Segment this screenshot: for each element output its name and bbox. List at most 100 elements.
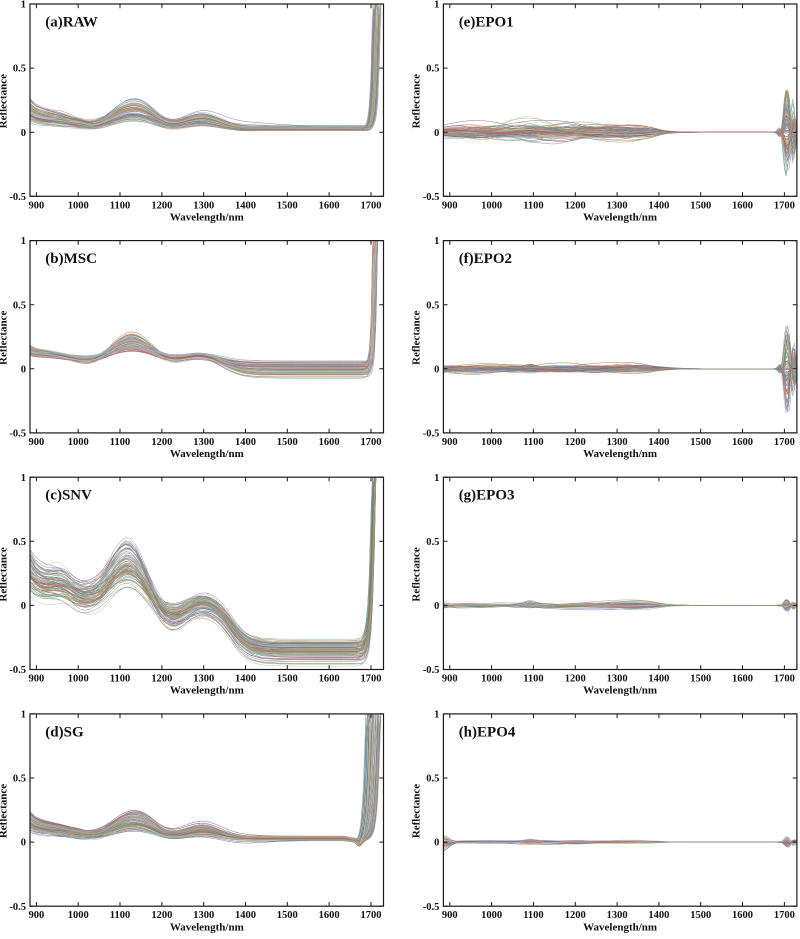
svg-text:1200: 1200 xyxy=(151,200,172,211)
svg-text:1200: 1200 xyxy=(151,910,172,921)
svg-text:1600: 1600 xyxy=(319,910,340,921)
svg-text:1600: 1600 xyxy=(732,200,753,211)
svg-text:1: 1 xyxy=(21,710,26,721)
svg-text:1600: 1600 xyxy=(732,674,753,685)
svg-text:1100: 1100 xyxy=(523,200,543,211)
svg-text:Wavelength/nm: Wavelength/nm xyxy=(583,921,657,933)
svg-text:1600: 1600 xyxy=(319,200,340,211)
svg-text:1200: 1200 xyxy=(151,437,172,448)
svg-text:1000: 1000 xyxy=(68,674,89,685)
svg-text:1100: 1100 xyxy=(110,200,130,211)
svg-text:1000: 1000 xyxy=(481,200,502,211)
svg-text:Reflectance: Reflectance xyxy=(0,547,9,601)
svg-text:1000: 1000 xyxy=(481,674,502,685)
svg-text:1500: 1500 xyxy=(690,200,711,211)
svg-text:1000: 1000 xyxy=(68,200,89,211)
svg-text:0.5: 0.5 xyxy=(13,64,26,75)
svg-text:0: 0 xyxy=(21,128,26,139)
svg-text:(e)EPO1: (e)EPO1 xyxy=(459,15,514,31)
svg-text:900: 900 xyxy=(442,200,458,211)
svg-text:1300: 1300 xyxy=(193,437,214,448)
svg-text:1700: 1700 xyxy=(361,674,382,685)
svg-text:0.5: 0.5 xyxy=(426,64,439,75)
svg-text:1300: 1300 xyxy=(607,437,628,448)
svg-text:1200: 1200 xyxy=(565,910,586,921)
svg-text:1500: 1500 xyxy=(690,437,711,448)
svg-text:1200: 1200 xyxy=(565,674,586,685)
svg-text:900: 900 xyxy=(29,200,45,211)
svg-text:1100: 1100 xyxy=(523,910,543,921)
svg-text:1500: 1500 xyxy=(277,674,298,685)
svg-text:1200: 1200 xyxy=(151,674,172,685)
svg-text:1300: 1300 xyxy=(193,674,214,685)
svg-text:-0.5: -0.5 xyxy=(423,429,440,440)
svg-text:0: 0 xyxy=(434,364,439,375)
svg-text:1100: 1100 xyxy=(110,674,130,685)
svg-text:0: 0 xyxy=(21,838,26,849)
svg-text:1200: 1200 xyxy=(565,437,586,448)
svg-text:Wavelength/nm: Wavelength/nm xyxy=(583,211,657,223)
svg-text:1: 1 xyxy=(434,473,439,484)
svg-text:1100: 1100 xyxy=(110,437,130,448)
svg-text:(a)RAW: (a)RAW xyxy=(45,15,98,31)
svg-text:1700: 1700 xyxy=(774,910,795,921)
svg-text:1700: 1700 xyxy=(361,910,382,921)
svg-text:1300: 1300 xyxy=(607,674,628,685)
svg-text:0: 0 xyxy=(434,838,439,849)
svg-text:1: 1 xyxy=(21,0,26,11)
svg-text:1500: 1500 xyxy=(690,910,711,921)
svg-text:(f)EPO2: (f)EPO2 xyxy=(459,251,512,267)
svg-text:1000: 1000 xyxy=(481,910,502,921)
svg-text:0.5: 0.5 xyxy=(426,537,439,548)
svg-text:1400: 1400 xyxy=(648,200,669,211)
svg-text:1700: 1700 xyxy=(774,674,795,685)
svg-text:Reflectance: Reflectance xyxy=(0,784,9,838)
svg-text:Wavelength/nm: Wavelength/nm xyxy=(170,685,244,697)
svg-text:0: 0 xyxy=(21,601,26,612)
svg-text:Wavelength/nm: Wavelength/nm xyxy=(583,448,657,460)
svg-text:900: 900 xyxy=(29,437,45,448)
svg-text:1700: 1700 xyxy=(361,200,382,211)
svg-text:0.5: 0.5 xyxy=(13,537,26,548)
svg-text:1300: 1300 xyxy=(193,200,214,211)
svg-text:0: 0 xyxy=(434,128,439,139)
svg-text:1700: 1700 xyxy=(774,437,795,448)
svg-text:1600: 1600 xyxy=(732,910,753,921)
svg-text:-0.5: -0.5 xyxy=(9,192,26,203)
svg-text:1100: 1100 xyxy=(110,910,130,921)
svg-text:1: 1 xyxy=(434,710,439,721)
svg-text:1400: 1400 xyxy=(235,910,256,921)
svg-text:1700: 1700 xyxy=(361,437,382,448)
svg-text:1400: 1400 xyxy=(648,674,669,685)
svg-text:1100: 1100 xyxy=(523,674,543,685)
svg-text:1300: 1300 xyxy=(607,200,628,211)
svg-text:Reflectance: Reflectance xyxy=(411,311,423,365)
svg-text:1400: 1400 xyxy=(235,200,256,211)
svg-text:Wavelength/nm: Wavelength/nm xyxy=(170,921,244,933)
svg-text:0: 0 xyxy=(434,601,439,612)
svg-text:(d)SG: (d)SG xyxy=(45,724,84,740)
svg-text:900: 900 xyxy=(442,437,458,448)
svg-text:1500: 1500 xyxy=(277,910,298,921)
svg-text:1: 1 xyxy=(434,236,439,247)
svg-text:1500: 1500 xyxy=(277,437,298,448)
svg-text:1400: 1400 xyxy=(235,674,256,685)
svg-text:900: 900 xyxy=(442,910,458,921)
svg-text:1000: 1000 xyxy=(68,437,89,448)
svg-text:Reflectance: Reflectance xyxy=(0,74,9,128)
svg-text:Wavelength/nm: Wavelength/nm xyxy=(170,211,244,223)
svg-text:1100: 1100 xyxy=(523,437,543,448)
svg-text:1500: 1500 xyxy=(690,674,711,685)
svg-text:1200: 1200 xyxy=(565,200,586,211)
svg-text:1: 1 xyxy=(21,473,26,484)
svg-text:0.5: 0.5 xyxy=(13,774,26,785)
svg-text:1: 1 xyxy=(21,236,26,247)
svg-text:1000: 1000 xyxy=(481,437,502,448)
svg-text:900: 900 xyxy=(442,674,458,685)
svg-text:Wavelength/nm: Wavelength/nm xyxy=(583,685,657,697)
svg-text:Reflectance: Reflectance xyxy=(411,547,423,601)
svg-text:1500: 1500 xyxy=(277,200,298,211)
svg-text:0.5: 0.5 xyxy=(426,774,439,785)
svg-text:0.5: 0.5 xyxy=(426,300,439,311)
svg-text:Reflectance: Reflectance xyxy=(411,784,423,838)
